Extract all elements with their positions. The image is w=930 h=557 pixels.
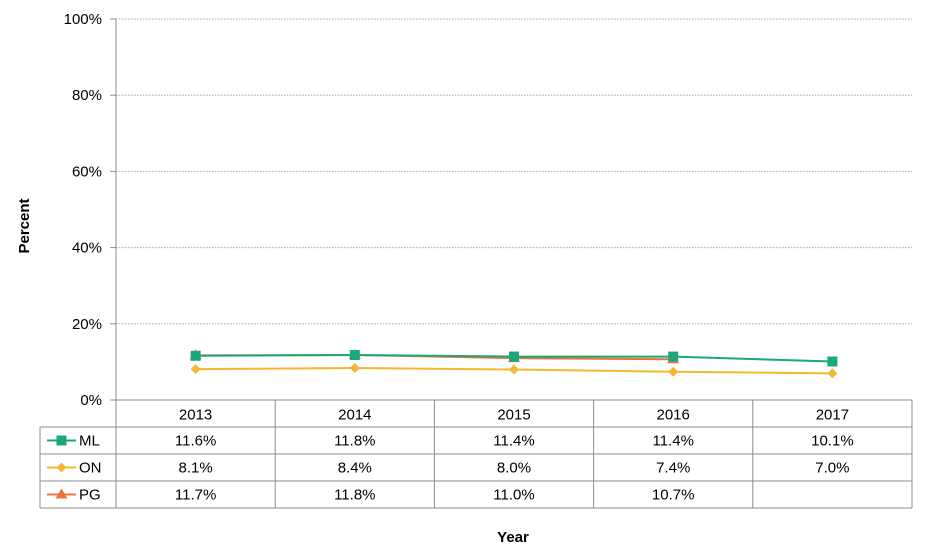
y-axis-title: Percent xyxy=(16,198,33,253)
data-table: 2013 2014 2015 2016 2017 ML 11.6% 11.8% 11.4% 11.… xyxy=(39,399,913,509)
data-point xyxy=(668,351,679,362)
data-label: 8.4% xyxy=(338,460,372,477)
legend-label-pg: PG xyxy=(79,487,101,504)
x-tick-label: 2017 xyxy=(816,407,849,424)
y-tick-label: 100% xyxy=(64,11,102,28)
data-label: 7.0% xyxy=(815,460,849,477)
series-lines xyxy=(189,349,838,379)
y-tick-label: 40% xyxy=(72,240,102,257)
data-label: 8.0% xyxy=(497,460,531,477)
data-label: 11.8% xyxy=(334,487,375,504)
legend-label-ml: ML xyxy=(79,433,100,450)
legend-label-on: ON xyxy=(79,460,102,477)
y-tick-label: 0% xyxy=(80,392,102,409)
data-point xyxy=(827,356,838,367)
data-label: 11.0% xyxy=(493,487,534,504)
data-label: 11.7% xyxy=(175,487,216,504)
data-label: 11.6% xyxy=(175,433,216,450)
x-tick-label: 2014 xyxy=(338,407,371,424)
data-label: 10.1% xyxy=(811,433,854,450)
legend-key-marker xyxy=(55,488,68,499)
data-point xyxy=(509,364,519,375)
y-tick-label: 80% xyxy=(72,87,102,104)
data-label: 11.4% xyxy=(652,433,693,450)
data-point xyxy=(349,362,360,373)
data-label: 11.4% xyxy=(493,433,534,450)
series-on xyxy=(190,362,838,379)
x-tick-label: 2015 xyxy=(497,407,530,424)
gridlines xyxy=(116,18,912,325)
x-tick-label: 2016 xyxy=(657,407,690,424)
data-point xyxy=(668,366,679,377)
data-label: 8.1% xyxy=(178,460,212,477)
data-label: 11.8% xyxy=(334,433,375,450)
data-label: 10.7% xyxy=(652,487,695,504)
series-ml xyxy=(190,350,838,367)
y-axis: 0% 20% 40% 60% 80% 100% xyxy=(64,11,117,409)
data-point xyxy=(190,364,201,375)
legend-key-marker xyxy=(56,435,67,446)
data-point xyxy=(509,351,519,362)
y-tick-label: 60% xyxy=(72,163,102,180)
data-point xyxy=(349,350,360,361)
data-point xyxy=(190,350,201,361)
data-point xyxy=(827,368,838,379)
x-axis-title: Year xyxy=(497,529,529,546)
y-tick-label: 20% xyxy=(72,316,102,333)
legend-key-marker xyxy=(56,462,67,473)
data-label: 7.4% xyxy=(656,460,690,477)
x-tick-label: 2013 xyxy=(179,407,212,424)
